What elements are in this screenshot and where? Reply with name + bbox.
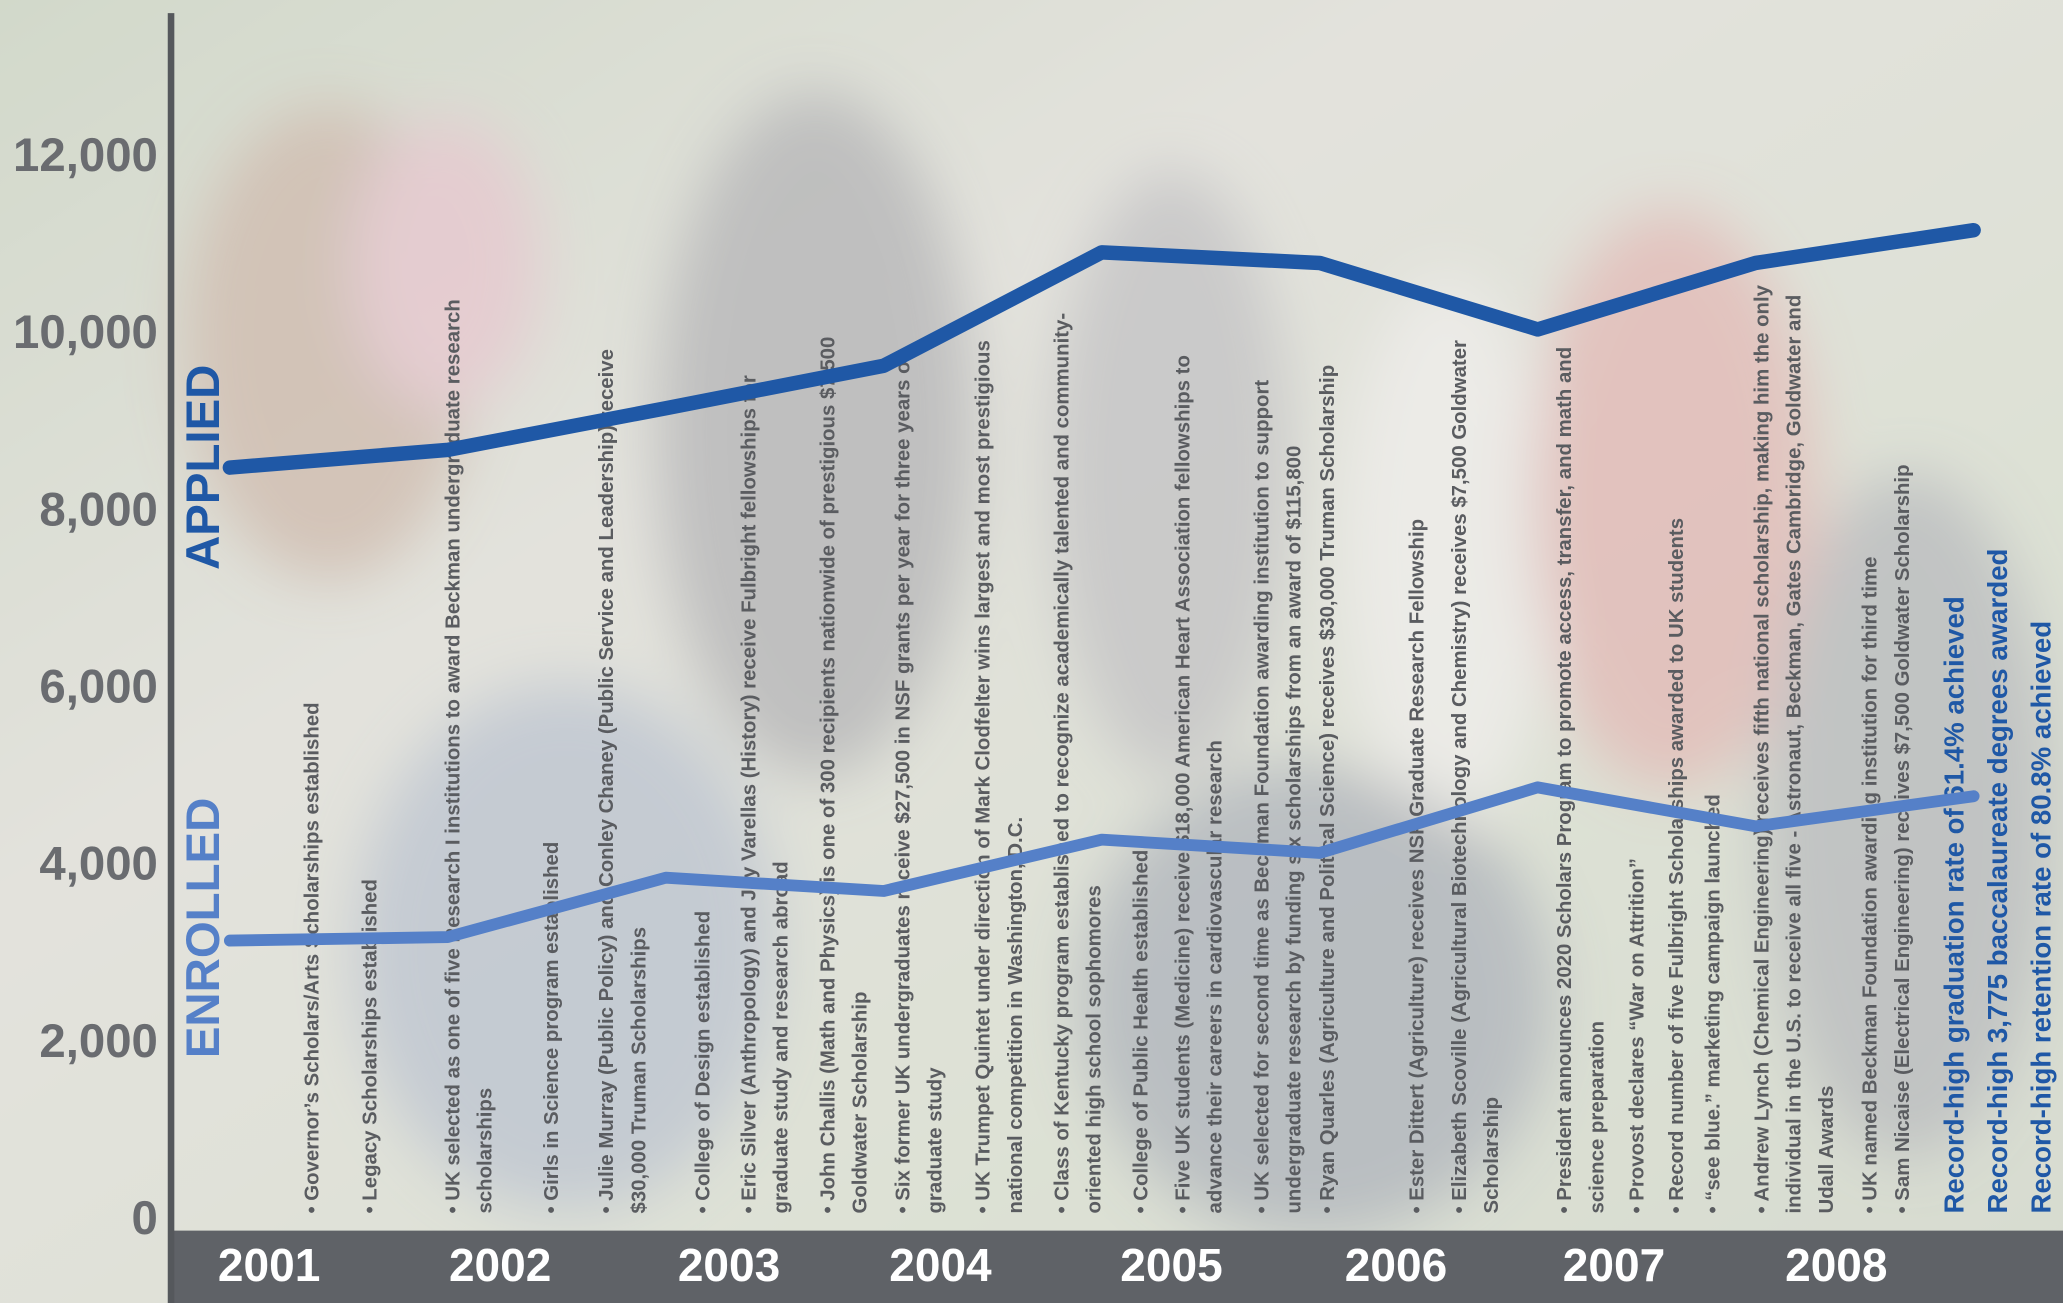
annotation: • UK selected for second time as Beckman… bbox=[1251, 380, 1273, 1214]
annotation: Udall Awards bbox=[1816, 1086, 1838, 1214]
y-tick-label: 4,000 bbox=[39, 838, 157, 891]
annotation: • Sam Nicaise (Electrical Engineering) r… bbox=[1892, 464, 1914, 1213]
x-tick-label: 2002 bbox=[449, 1239, 551, 1291]
annotation: • Ester Dittert (Agriculture) receives N… bbox=[1407, 519, 1429, 1214]
y-tick-label: 0 bbox=[132, 1192, 158, 1245]
y-tick-label: 10,000 bbox=[13, 306, 158, 359]
x-tick-label: 2003 bbox=[678, 1239, 780, 1291]
x-tick-label: 2001 bbox=[218, 1239, 320, 1291]
annotation: undergraduate research by funding six sc… bbox=[1284, 446, 1306, 1214]
highlight: Record-high 3,775 baccalaureate degrees … bbox=[1982, 549, 2013, 1214]
annotation: • UK Trumpet Quintet under direction of … bbox=[973, 340, 995, 1213]
annotation: • College of Design established bbox=[692, 911, 714, 1214]
x-axis-band bbox=[171, 1230, 2063, 1303]
annotation: $30,000 Truman Scholarships bbox=[628, 927, 650, 1214]
y-tick-label: 8,000 bbox=[39, 483, 157, 536]
annotation: national competition in Washington, D.C. bbox=[1005, 817, 1027, 1214]
annotation: • UK named Beckman Foundation awarding i… bbox=[1859, 556, 1881, 1213]
annotation: • Girls in Science program established bbox=[541, 842, 563, 1214]
annotation: • Ryan Quarles (Agriculture and Politica… bbox=[1317, 365, 1339, 1214]
y-tick-label: 12,000 bbox=[13, 129, 158, 182]
annotation: • Julie Murray (Public Policy) and Conle… bbox=[596, 349, 618, 1213]
annotation: • Legacy Scholarships established bbox=[359, 879, 381, 1213]
annotation: • “see blue.” marketing campaign launche… bbox=[1703, 794, 1725, 1213]
annotation: • UK selected as one of five Research I … bbox=[442, 299, 464, 1213]
annotation: graduate study and research abroad bbox=[771, 861, 793, 1213]
annotation: • John Challis (Math and Physics) is one… bbox=[817, 337, 839, 1214]
annotation: • Governor’s Scholars/Arts Scholarships … bbox=[302, 702, 324, 1213]
highlight: Record-high graduation rate of 61.4% ach… bbox=[1939, 596, 1970, 1213]
x-tick-label: 2008 bbox=[1785, 1239, 1887, 1291]
annotation: • College of Public Health established bbox=[1130, 850, 1152, 1214]
annotation: science preparation bbox=[1586, 1021, 1608, 1214]
annotation: individual in the U.S. to receive all fi… bbox=[1784, 295, 1806, 1214]
annotation: • Eric Silver (Anthropology) and Jay Var… bbox=[738, 375, 760, 1213]
series-line bbox=[223, 781, 1980, 947]
x-tick-label: 2007 bbox=[1563, 1239, 1665, 1291]
annotation: advance their careers in cardiovascular … bbox=[1205, 740, 1227, 1214]
x-tick-label: 2006 bbox=[1345, 1239, 1447, 1291]
y-tick-label: 2,000 bbox=[39, 1015, 157, 1068]
highlight: Record-high retention rate of 80.8% achi… bbox=[2026, 621, 2057, 1214]
annotation: • Provost declares “War on Attrition” bbox=[1626, 858, 1648, 1214]
series-label: ENROLLED bbox=[177, 798, 230, 1059]
annotation: • Andrew Lynch (Chemical Engineering) re… bbox=[1751, 284, 1773, 1213]
x-tick-label: 2004 bbox=[889, 1239, 992, 1291]
annotation: • Record number of five Fulbright Schola… bbox=[1666, 518, 1688, 1214]
series-line bbox=[222, 222, 1981, 475]
y-tick-label: 6,000 bbox=[39, 660, 157, 713]
annotation: Goldwater Scholarship bbox=[850, 992, 872, 1214]
annotation: • Elizabeth Scoville (Agricultural Biote… bbox=[1449, 340, 1471, 1214]
annotation: • Six former UK undergraduates receive $… bbox=[892, 354, 914, 1213]
annotation: oriented high school sophomores bbox=[1084, 885, 1106, 1213]
annotation: graduate study bbox=[925, 1067, 947, 1214]
annotation: • Five UK students (Medicine) receive $1… bbox=[1173, 355, 1195, 1213]
series-label: APPLIED bbox=[177, 365, 230, 570]
annotation: Scholarship bbox=[1481, 1097, 1503, 1214]
annotation: • President announces 2020 Scholars Prog… bbox=[1554, 347, 1576, 1214]
annotation: scholarships bbox=[475, 1088, 497, 1214]
annotation: • Class of Kentucky program established … bbox=[1051, 313, 1073, 1214]
x-tick-label: 2005 bbox=[1120, 1239, 1222, 1291]
